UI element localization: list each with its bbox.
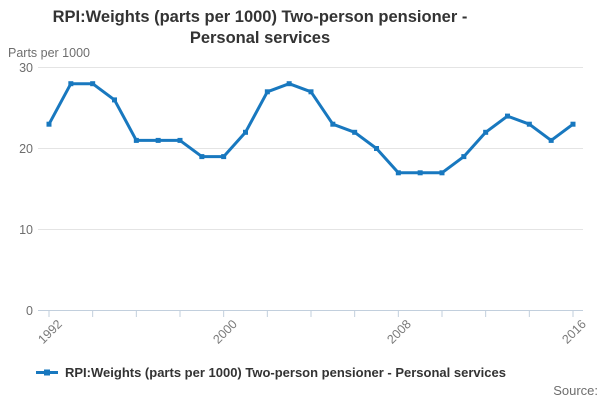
data-point-marker[interactable] bbox=[526, 121, 532, 127]
data-point-marker[interactable] bbox=[155, 137, 161, 143]
data-point-marker[interactable] bbox=[395, 170, 401, 176]
data-point-marker[interactable] bbox=[133, 137, 139, 143]
data-point-marker[interactable] bbox=[483, 129, 489, 135]
data-point-marker[interactable] bbox=[199, 154, 205, 160]
y-tick-label: 30 bbox=[19, 60, 33, 75]
chart-title-line1: RPI:Weights (parts per 1000) Two-person … bbox=[52, 8, 468, 26]
data-point-marker[interactable] bbox=[264, 89, 270, 95]
data-point-marker[interactable] bbox=[286, 81, 292, 87]
data-point-marker[interactable] bbox=[112, 97, 117, 103]
data-point-marker[interactable] bbox=[374, 146, 379, 151]
legend-line-marker-icon bbox=[36, 369, 58, 375]
data-point-marker[interactable] bbox=[90, 81, 96, 87]
data-point-marker[interactable] bbox=[68, 81, 74, 87]
legend-item[interactable]: RPI:Weights (parts per 1000) Two-person … bbox=[36, 363, 506, 381]
data-point-marker[interactable] bbox=[417, 170, 423, 176]
data-point-marker[interactable] bbox=[46, 121, 52, 127]
data-point-marker[interactable] bbox=[570, 121, 576, 127]
data-point-marker[interactable] bbox=[461, 154, 467, 160]
source-label: Source: bbox=[553, 383, 598, 398]
y-tick-label: 20 bbox=[19, 141, 33, 156]
legend-label: RPI:Weights (parts per 1000) Two-person … bbox=[65, 364, 506, 380]
chart-title-line2: Personal services bbox=[189, 29, 331, 47]
data-point-marker[interactable] bbox=[548, 137, 554, 143]
data-point-marker[interactable] bbox=[177, 137, 183, 143]
data-point-marker[interactable] bbox=[243, 129, 248, 135]
y-tick-label: 10 bbox=[19, 222, 33, 237]
data-point-marker[interactable] bbox=[221, 154, 227, 160]
data-point-marker[interactable] bbox=[308, 89, 314, 95]
y-tick-label: 0 bbox=[26, 303, 33, 318]
data-point-marker[interactable] bbox=[330, 121, 336, 127]
series-line[interactable] bbox=[47, 82, 575, 175]
y-axis-unit-label: Parts per 1000 bbox=[8, 46, 90, 60]
chart-title: RPI:Weights (parts per 1000) Two-person … bbox=[0, 7, 520, 49]
data-point-marker[interactable] bbox=[505, 113, 510, 119]
legend-marker bbox=[44, 369, 50, 375]
data-point-marker[interactable] bbox=[439, 170, 445, 176]
data-point-marker[interactable] bbox=[352, 129, 358, 135]
